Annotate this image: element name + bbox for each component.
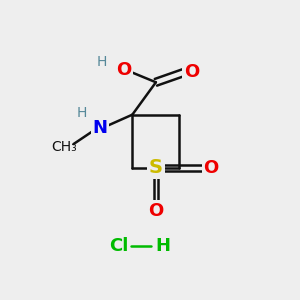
Text: H: H — [96, 55, 106, 69]
Text: O: O — [148, 202, 164, 220]
Text: O: O — [203, 159, 219, 177]
Text: S: S — [149, 158, 163, 177]
Text: N: N — [92, 119, 107, 137]
Text: CH₃: CH₃ — [52, 140, 77, 154]
Text: H: H — [156, 237, 171, 255]
Text: O: O — [116, 61, 131, 80]
Text: Cl: Cl — [110, 237, 129, 255]
Text: O: O — [184, 63, 200, 81]
Text: H: H — [77, 106, 88, 120]
